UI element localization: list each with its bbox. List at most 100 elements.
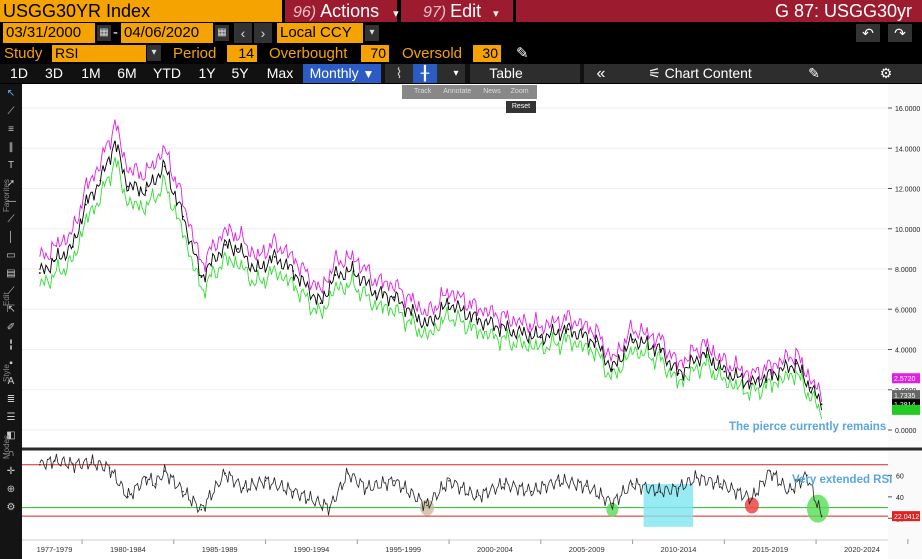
line-chart-icon[interactable]: ⌇ <box>395 65 403 81</box>
measure-tool-icon[interactable]: ⇱ <box>6 304 16 315</box>
chart-panel[interactable]: 16.0000 14.0000 12.0000 10.0000 8.0000 6.0000… <box>22 84 922 559</box>
cursor-icon[interactable]: ↖ <box>6 88 16 99</box>
gear-icon[interactable]: ⚙ <box>6 502 16 513</box>
trend-tool-icon[interactable]: ⟋ <box>7 286 15 297</box>
price-data-point <box>334 274 337 276</box>
news-mode-button[interactable]: News <box>483 88 501 95</box>
rsi-tick-label: 40 <box>896 495 904 502</box>
rsi-data-point <box>163 470 166 472</box>
horizontal-line-icon[interactable]: — <box>6 196 16 207</box>
brush-icon[interactable]: ✐ <box>6 322 16 333</box>
magnet-icon[interactable]: ∩ <box>7 448 15 459</box>
rsi-data-point <box>503 483 505 485</box>
vertical-line-icon[interactable]: │ <box>7 232 15 243</box>
rsi-data-point <box>328 506 331 509</box>
rsi-data-point <box>53 459 56 462</box>
period-button-1m[interactable]: 1M <box>81 65 101 81</box>
eraser-icon[interactable]: ▪ <box>9 358 13 369</box>
study-select[interactable]: RSI <box>52 45 146 62</box>
fibonacci-icon[interactable]: ≡ <box>8 124 14 135</box>
text-tool-icon[interactable]: T <box>7 160 15 171</box>
x-axis-label: 1985-1989 <box>202 545 238 554</box>
rsi-value-tag: 22.0412 <box>894 514 919 521</box>
frequency-select[interactable]: Monthly ▼ <box>303 64 381 83</box>
edit-section-label: Edit <box>2 292 11 306</box>
chart-content-label: Chart Content <box>664 65 752 81</box>
overbought-field[interactable]: 70 <box>361 45 389 62</box>
line-style-icon[interactable]: ≣ <box>6 394 16 405</box>
rsi-data-point <box>365 487 368 490</box>
oversold-label: Oversold <box>402 45 463 62</box>
chevron-down-icon[interactable]: ▾ <box>365 25 379 41</box>
edit-menu-button[interactable]: 97) Edit ▾ <box>401 0 513 22</box>
undo-icon[interactable]: ↶ <box>856 24 880 42</box>
currency-select[interactable]: Local CCY <box>277 23 363 43</box>
rsi-data-point <box>242 487 245 490</box>
period-button-max[interactable]: Max <box>266 65 294 81</box>
next-period-button[interactable]: › <box>254 23 272 43</box>
ticker-field[interactable]: USGG30YR Index <box>0 0 282 22</box>
gear-icon[interactable]: ⚙ <box>879 65 893 81</box>
stripes-icon[interactable]: ▤ <box>6 268 16 279</box>
edit-menu-label: Edit <box>450 1 482 21</box>
chart-content-button[interactable]: ⚟ Chart Content <box>640 64 760 83</box>
price-data-point <box>475 318 478 321</box>
mark-tool-icon[interactable]: ╏ <box>7 340 15 351</box>
period-button-5y[interactable]: 5Y <box>231 65 249 81</box>
line-width-icon[interactable]: ☰ <box>6 412 16 423</box>
period-button-3d[interactable]: 3D <box>45 65 63 81</box>
double-chevron-left-icon[interactable]: « <box>596 65 606 82</box>
rsi-circle-marker <box>420 499 435 516</box>
line-tool-icon[interactable]: ⟋ <box>7 106 15 117</box>
channel-icon[interactable]: ∥ <box>8 142 14 153</box>
price-data-point <box>631 338 634 341</box>
font-size-icon[interactable]: A <box>7 376 15 387</box>
chevron-down-icon[interactable]: ▾ <box>147 45 161 61</box>
arrow-tool-icon[interactable]: ➚ <box>6 178 16 189</box>
period-button-6m[interactable]: 6M <box>117 65 137 81</box>
annotate-mode-button[interactable]: Annotate <box>443 88 472 95</box>
floating-chart-toolbar: Track Annotate News Zoom <box>402 85 537 99</box>
price-data-point <box>53 260 56 262</box>
edit-chart-icon[interactable]: ✎ <box>808 65 820 81</box>
upper-band-value-tag-bg <box>892 373 920 384</box>
period-button-ytd[interactable]: YTD <box>153 65 181 81</box>
reset-zoom-button[interactable]: Reset <box>506 101 536 113</box>
oversold-field[interactable]: 30 <box>473 45 501 62</box>
rsi-data-point <box>611 502 614 505</box>
rsi-data-point <box>585 485 588 487</box>
start-date-field[interactable]: 03/31/2000 <box>3 23 95 43</box>
period-button-1y[interactable]: 1Y <box>198 65 216 81</box>
zoom-tool-icon[interactable]: ⊕ <box>6 484 16 495</box>
crosshair-icon[interactable]: ✛ <box>6 466 16 477</box>
redo-icon[interactable]: ↷ <box>888 24 912 42</box>
prev-period-button[interactable]: ‹ <box>234 23 252 43</box>
upper-band-line <box>39 119 823 402</box>
rsi-data-point <box>719 483 722 485</box>
bar-chart-icon[interactable]: ╂ <box>413 64 437 83</box>
chevron-down-icon: ▼ <box>362 67 375 81</box>
pencil-icon[interactable]: ✎ <box>516 45 529 62</box>
rsi-tick-label: 60 <box>896 473 904 480</box>
calendar-icon[interactable]: ▦ <box>215 25 229 41</box>
rsi-data-point <box>127 496 129 498</box>
table-button[interactable]: Table <box>489 65 523 81</box>
calendar-icon[interactable]: ▦ <box>97 25 111 41</box>
ray-tool-icon[interactable]: ⟋ <box>7 214 15 225</box>
rsi-data-point <box>426 504 428 507</box>
modes-section-label: Modes <box>2 434 11 459</box>
end-date-field[interactable]: 04/06/2020 <box>121 23 213 43</box>
title-bar: USGG30YR Index 96) Actions ▾ 97) Edit ▾ G 87… <box>0 0 922 22</box>
rectangle-tool-icon[interactable]: ▭ <box>6 250 16 261</box>
price-data-point <box>567 328 570 331</box>
zoom-mode-button[interactable]: Zoom <box>510 88 529 95</box>
mid-value-tag: 1.7335 <box>894 393 916 400</box>
actions-menu-button[interactable]: 96) Actions ▾ <box>285 0 399 22</box>
price-data-point <box>163 165 166 168</box>
period-field[interactable]: 14 <box>227 45 257 62</box>
chevron-down-icon[interactable]: ▾ <box>453 68 459 79</box>
layers-icon[interactable]: ◧ <box>6 430 16 441</box>
period-button-1d[interactable]: 1D <box>10 65 28 81</box>
value-axis-area <box>888 84 922 559</box>
track-mode-button[interactable]: Track <box>414 88 432 95</box>
